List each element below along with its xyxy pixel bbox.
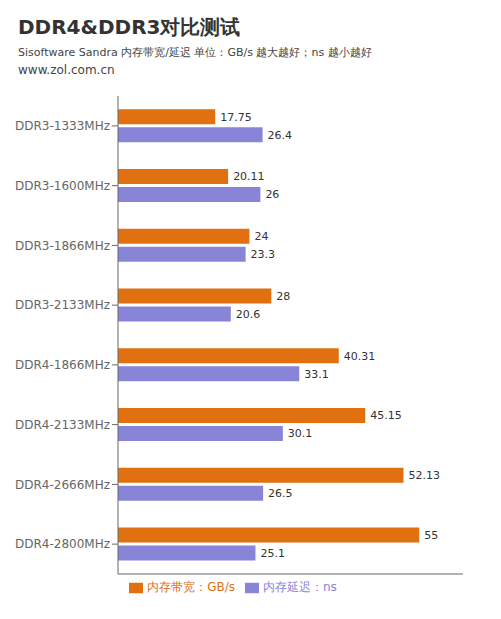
svg-text:40.31: 40.31 xyxy=(344,350,376,363)
svg-text:52.13: 52.13 xyxy=(408,469,440,482)
html-text:DDR4&DDR3对比测试: DDR4&DDR3对比测试 xyxy=(18,15,241,39)
svg-text:23.3: 23.3 xyxy=(251,248,276,261)
html-text:内存带宽：GB/s: 内存带宽：GB/s xyxy=(147,580,235,594)
svg-text:25.1: 25.1 xyxy=(260,547,285,560)
svg-text:26: 26 xyxy=(265,188,279,201)
svg-text:20.11: 20.11 xyxy=(233,170,265,183)
svg-text:DDR3-1866MHz: DDR3-1866MHz xyxy=(15,239,110,253)
svg-text:20.6: 20.6 xyxy=(236,308,260,321)
html-text:www.zol.com.cn: www.zol.com.cn xyxy=(18,63,115,77)
html-text:Sisoftware Sandra 内存带宽/延迟 单位：G: Sisoftware Sandra 内存带宽/延迟 单位：GB/s 越大越好；n… xyxy=(18,46,372,59)
svg-text:26.5: 26.5 xyxy=(268,487,293,500)
svg-text:DDR4-1866MHz: DDR4-1866MHz xyxy=(15,358,110,372)
svg-text:DDR4-2133MHz: DDR4-2133MHz xyxy=(15,418,110,432)
svg-text:33.1: 33.1 xyxy=(304,368,329,381)
svg-text:DDR3-1600MHz: DDR3-1600MHz xyxy=(15,179,110,193)
svg-text:DDR3-2133MHz: DDR3-2133MHz xyxy=(15,298,110,312)
svg-text:55: 55 xyxy=(424,529,438,542)
svg-text:17.75: 17.75 xyxy=(220,111,252,124)
svg-text:24: 24 xyxy=(254,230,268,243)
svg-text:45.15: 45.15 xyxy=(370,409,402,422)
svg-text:DDR4-2666MHz: DDR4-2666MHz xyxy=(15,478,110,492)
svg-text:26.4: 26.4 xyxy=(268,129,293,142)
svg-text:DDR4-2800MHz: DDR4-2800MHz xyxy=(15,537,110,551)
svg-text:30.1: 30.1 xyxy=(288,427,313,440)
svg-text:DDR3-1333MHz: DDR3-1333MHz xyxy=(15,119,110,133)
svg-text:28: 28 xyxy=(276,290,290,303)
html-text:内存延迟：ns: 内存延迟：ns xyxy=(263,580,337,594)
